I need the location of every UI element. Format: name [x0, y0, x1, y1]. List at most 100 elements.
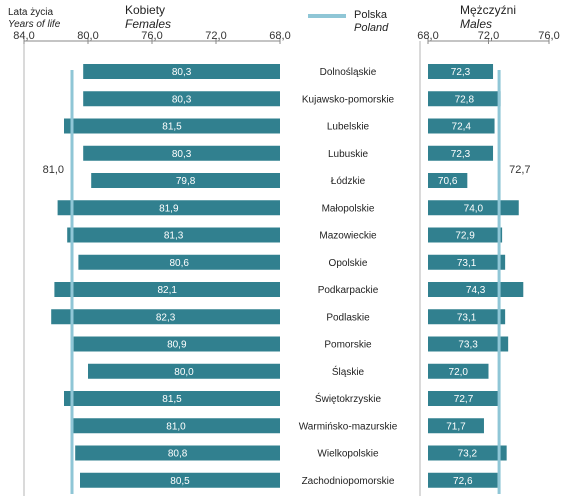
females-bar: [83, 145, 280, 161]
males-panel-title: Mężczyźni Males: [460, 3, 516, 31]
females-bar: [51, 309, 281, 325]
males-bar: [428, 64, 494, 79]
y-unit-label: Lata życia Years of life: [8, 7, 60, 31]
males-reference-label: 72,7: [509, 164, 530, 176]
males-bar: [428, 118, 495, 134]
females-tick-label: 72,0: [205, 30, 226, 42]
females-tick-label: 80,0: [77, 30, 98, 42]
region-label: Śląskie: [332, 365, 365, 378]
females-title-en: Females: [125, 17, 172, 31]
males-value-label: 72,0: [449, 367, 469, 378]
region-label: Warmińsko-mazurskie: [299, 421, 398, 432]
females-bar: [78, 254, 281, 270]
females-bar: [75, 445, 280, 461]
males-value-label: 74,0: [464, 203, 484, 214]
region-label: Lubuskie: [328, 149, 368, 160]
females-value-label: 80,0: [174, 367, 194, 378]
males-tick-label: 72,0: [478, 30, 499, 42]
legend-label-pl: Polska: [354, 9, 388, 21]
females-value-label: 82,1: [157, 285, 177, 296]
females-panel-title: Kobiety Females: [125, 3, 171, 31]
region-label: Podlaskie: [326, 312, 370, 323]
males-bar: [428, 173, 468, 188]
males-value-label: 73,3: [458, 340, 478, 351]
females-tick-label: 76,0: [141, 30, 162, 42]
region-label: Małopolskie: [322, 203, 375, 214]
males-value-label: 74,3: [466, 285, 486, 296]
males-bar: [428, 145, 494, 161]
region-label: Kujawsko-pomorskie: [302, 94, 395, 105]
females-value-label: 82,3: [156, 312, 176, 323]
legend-label: Polska Poland: [354, 9, 388, 35]
females-bar: [80, 472, 280, 488]
region-label: Zachodniopomorskie: [302, 476, 395, 487]
males-tick-label: 76,0: [538, 30, 559, 42]
females-tick-label: 84,0: [13, 30, 34, 42]
males-bar: [428, 336, 509, 352]
males-value-label: 72,9: [455, 231, 475, 242]
males-title-pl: Mężczyźni: [460, 3, 517, 17]
females-bar: [73, 336, 280, 352]
males-bar: [428, 445, 507, 461]
females-bar: [67, 227, 280, 243]
females-bar: [88, 363, 280, 379]
region-label: Wielkopolskie: [317, 449, 379, 460]
females-value-label: 81,3: [164, 231, 184, 242]
region-label: Podkarpackie: [318, 285, 379, 296]
females-bar: [83, 64, 280, 79]
region-label: Świętokrzyskie: [315, 392, 382, 405]
females-value-label: 80,3: [172, 94, 192, 105]
females-value-label: 80,6: [169, 258, 189, 269]
males-bar: [428, 200, 519, 216]
males-value-label: 73,1: [457, 312, 477, 323]
region-label: Pomorskie: [324, 340, 372, 351]
region-label: Lubelskie: [327, 122, 370, 133]
females-bar: [83, 91, 280, 107]
females-bar: [54, 282, 281, 297]
females-bar: [91, 173, 280, 188]
males-value-label: 70,6: [438, 176, 458, 187]
males-title-en: Males: [460, 17, 493, 31]
females-value-label: 80,3: [172, 67, 192, 78]
females-value-label: 81,0: [166, 421, 186, 432]
y-unit-label-pl: Lata życia: [8, 7, 54, 18]
females-value-label: 80,3: [172, 149, 192, 160]
females-tick-label: 68,0: [269, 30, 290, 42]
females-bar: [64, 118, 280, 134]
males-bar: [428, 363, 489, 379]
males-value-label: 72,4: [452, 122, 472, 133]
y-unit-label-en: Years of life: [8, 19, 61, 30]
females-title-pl: Kobiety: [125, 3, 166, 17]
males-value-label: 72,8: [455, 94, 475, 105]
region-label: Mazowieckie: [319, 231, 377, 242]
females-value-label: 79,8: [176, 176, 196, 187]
males-value-label: 71,7: [446, 421, 466, 432]
region-label: Opolskie: [329, 258, 368, 269]
females-value-label: 80,8: [168, 449, 188, 460]
males-bar: [428, 391, 500, 406]
females-value-label: 80,9: [167, 340, 187, 351]
males-value-label: 72,7: [454, 394, 474, 405]
males-bar: [428, 309, 506, 325]
legend-swatch: [308, 14, 346, 18]
males-value-label: 72,3: [451, 67, 471, 78]
males-value-label: 72,6: [453, 476, 473, 487]
females-bar: [64, 391, 280, 406]
males-bar: [428, 418, 484, 434]
males-bar: [428, 254, 506, 270]
males-bar: [428, 472, 498, 488]
females-reference-label: 81,0: [43, 164, 64, 176]
legend-label-en: Poland: [354, 22, 389, 34]
females-bar: [57, 200, 280, 216]
females-bar: [72, 418, 280, 434]
males-value-label: 72,3: [451, 149, 471, 160]
region-label: Łódzkie: [331, 176, 366, 187]
males-value-label: 73,1: [457, 258, 477, 269]
males-tick-label: 68,0: [417, 30, 438, 42]
males-value-label: 73,2: [458, 449, 478, 460]
females-value-label: 81,9: [159, 203, 179, 214]
females-value-label: 81,5: [162, 122, 182, 133]
females-value-label: 81,5: [162, 394, 182, 405]
females-value-label: 80,5: [170, 476, 190, 487]
